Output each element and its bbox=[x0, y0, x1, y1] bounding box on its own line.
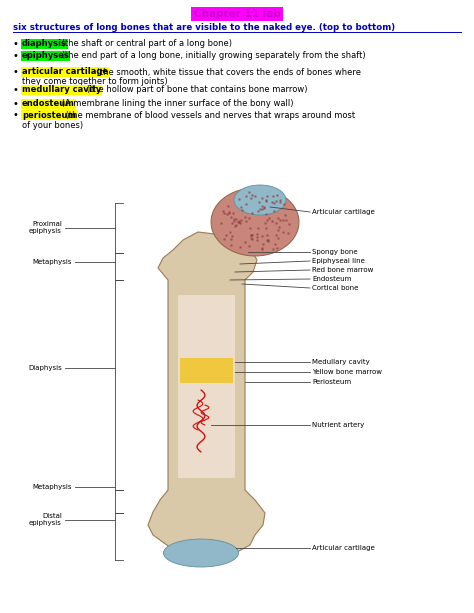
Text: Diaphysis: Diaphysis bbox=[28, 365, 62, 371]
Text: (the smooth, white tissue that covers the ends of bones where: (the smooth, white tissue that covers th… bbox=[94, 67, 361, 77]
Text: Periosteum: Periosteum bbox=[312, 379, 351, 385]
Text: epiphyses: epiphyses bbox=[22, 51, 70, 61]
Text: six structures of long bones that are visible to the naked eye. (top to bottom): six structures of long bones that are vi… bbox=[13, 23, 395, 32]
Text: (the hollow part of bone that contains bone marrow): (the hollow part of bone that contains b… bbox=[84, 85, 307, 94]
Text: Chapter 11 lab: Chapter 11 lab bbox=[193, 9, 281, 19]
Text: diaphysis: diaphysis bbox=[22, 39, 67, 48]
Text: Red bone marrow: Red bone marrow bbox=[312, 267, 374, 273]
Text: Nutrient artery: Nutrient artery bbox=[312, 422, 364, 428]
Text: of your bones): of your bones) bbox=[22, 121, 83, 129]
Text: (the shaft or central part of a long bone): (the shaft or central part of a long bon… bbox=[59, 39, 232, 48]
Text: endosteum: endosteum bbox=[22, 99, 75, 109]
Text: •: • bbox=[13, 39, 19, 49]
Polygon shape bbox=[211, 188, 299, 256]
Text: (the membrane of blood vessels and nerves that wraps around most: (the membrane of blood vessels and nerve… bbox=[63, 110, 355, 120]
Text: they come together to form joints): they come together to form joints) bbox=[22, 77, 168, 86]
Text: •: • bbox=[13, 51, 19, 61]
Ellipse shape bbox=[234, 185, 286, 215]
Text: Distal
epiphysis: Distal epiphysis bbox=[29, 514, 62, 527]
Text: •: • bbox=[13, 85, 19, 95]
Text: Endosteum: Endosteum bbox=[312, 276, 351, 282]
Polygon shape bbox=[148, 232, 265, 565]
Polygon shape bbox=[180, 358, 233, 383]
Text: •: • bbox=[13, 67, 19, 77]
Text: Yellow bone marrow: Yellow bone marrow bbox=[312, 369, 382, 375]
Text: Articular cartilage: Articular cartilage bbox=[312, 209, 375, 215]
Text: Proximal
epiphysis: Proximal epiphysis bbox=[29, 221, 62, 235]
Text: Metaphysis: Metaphysis bbox=[33, 484, 72, 490]
Text: Metaphysis: Metaphysis bbox=[33, 259, 72, 265]
Text: Articular cartilage: Articular cartilage bbox=[312, 545, 375, 551]
Text: Cortical bone: Cortical bone bbox=[312, 285, 358, 291]
Text: medullary cavity: medullary cavity bbox=[22, 85, 101, 94]
Ellipse shape bbox=[164, 539, 238, 567]
Text: articular cartilage: articular cartilage bbox=[22, 67, 108, 77]
Text: (the end part of a long bone, initially growing separately from the shaft): (the end part of a long bone, initially … bbox=[59, 51, 366, 61]
Text: •: • bbox=[13, 99, 19, 109]
Text: Medullary cavity: Medullary cavity bbox=[312, 359, 370, 365]
Text: Spongy bone: Spongy bone bbox=[312, 249, 357, 255]
Text: (A membrane lining the inner surface of the bony wall): (A membrane lining the inner surface of … bbox=[59, 99, 294, 109]
Text: Epiphyseal line: Epiphyseal line bbox=[312, 258, 365, 264]
Text: •: • bbox=[13, 110, 19, 120]
Polygon shape bbox=[178, 295, 235, 478]
Text: periosteum: periosteum bbox=[22, 110, 76, 120]
